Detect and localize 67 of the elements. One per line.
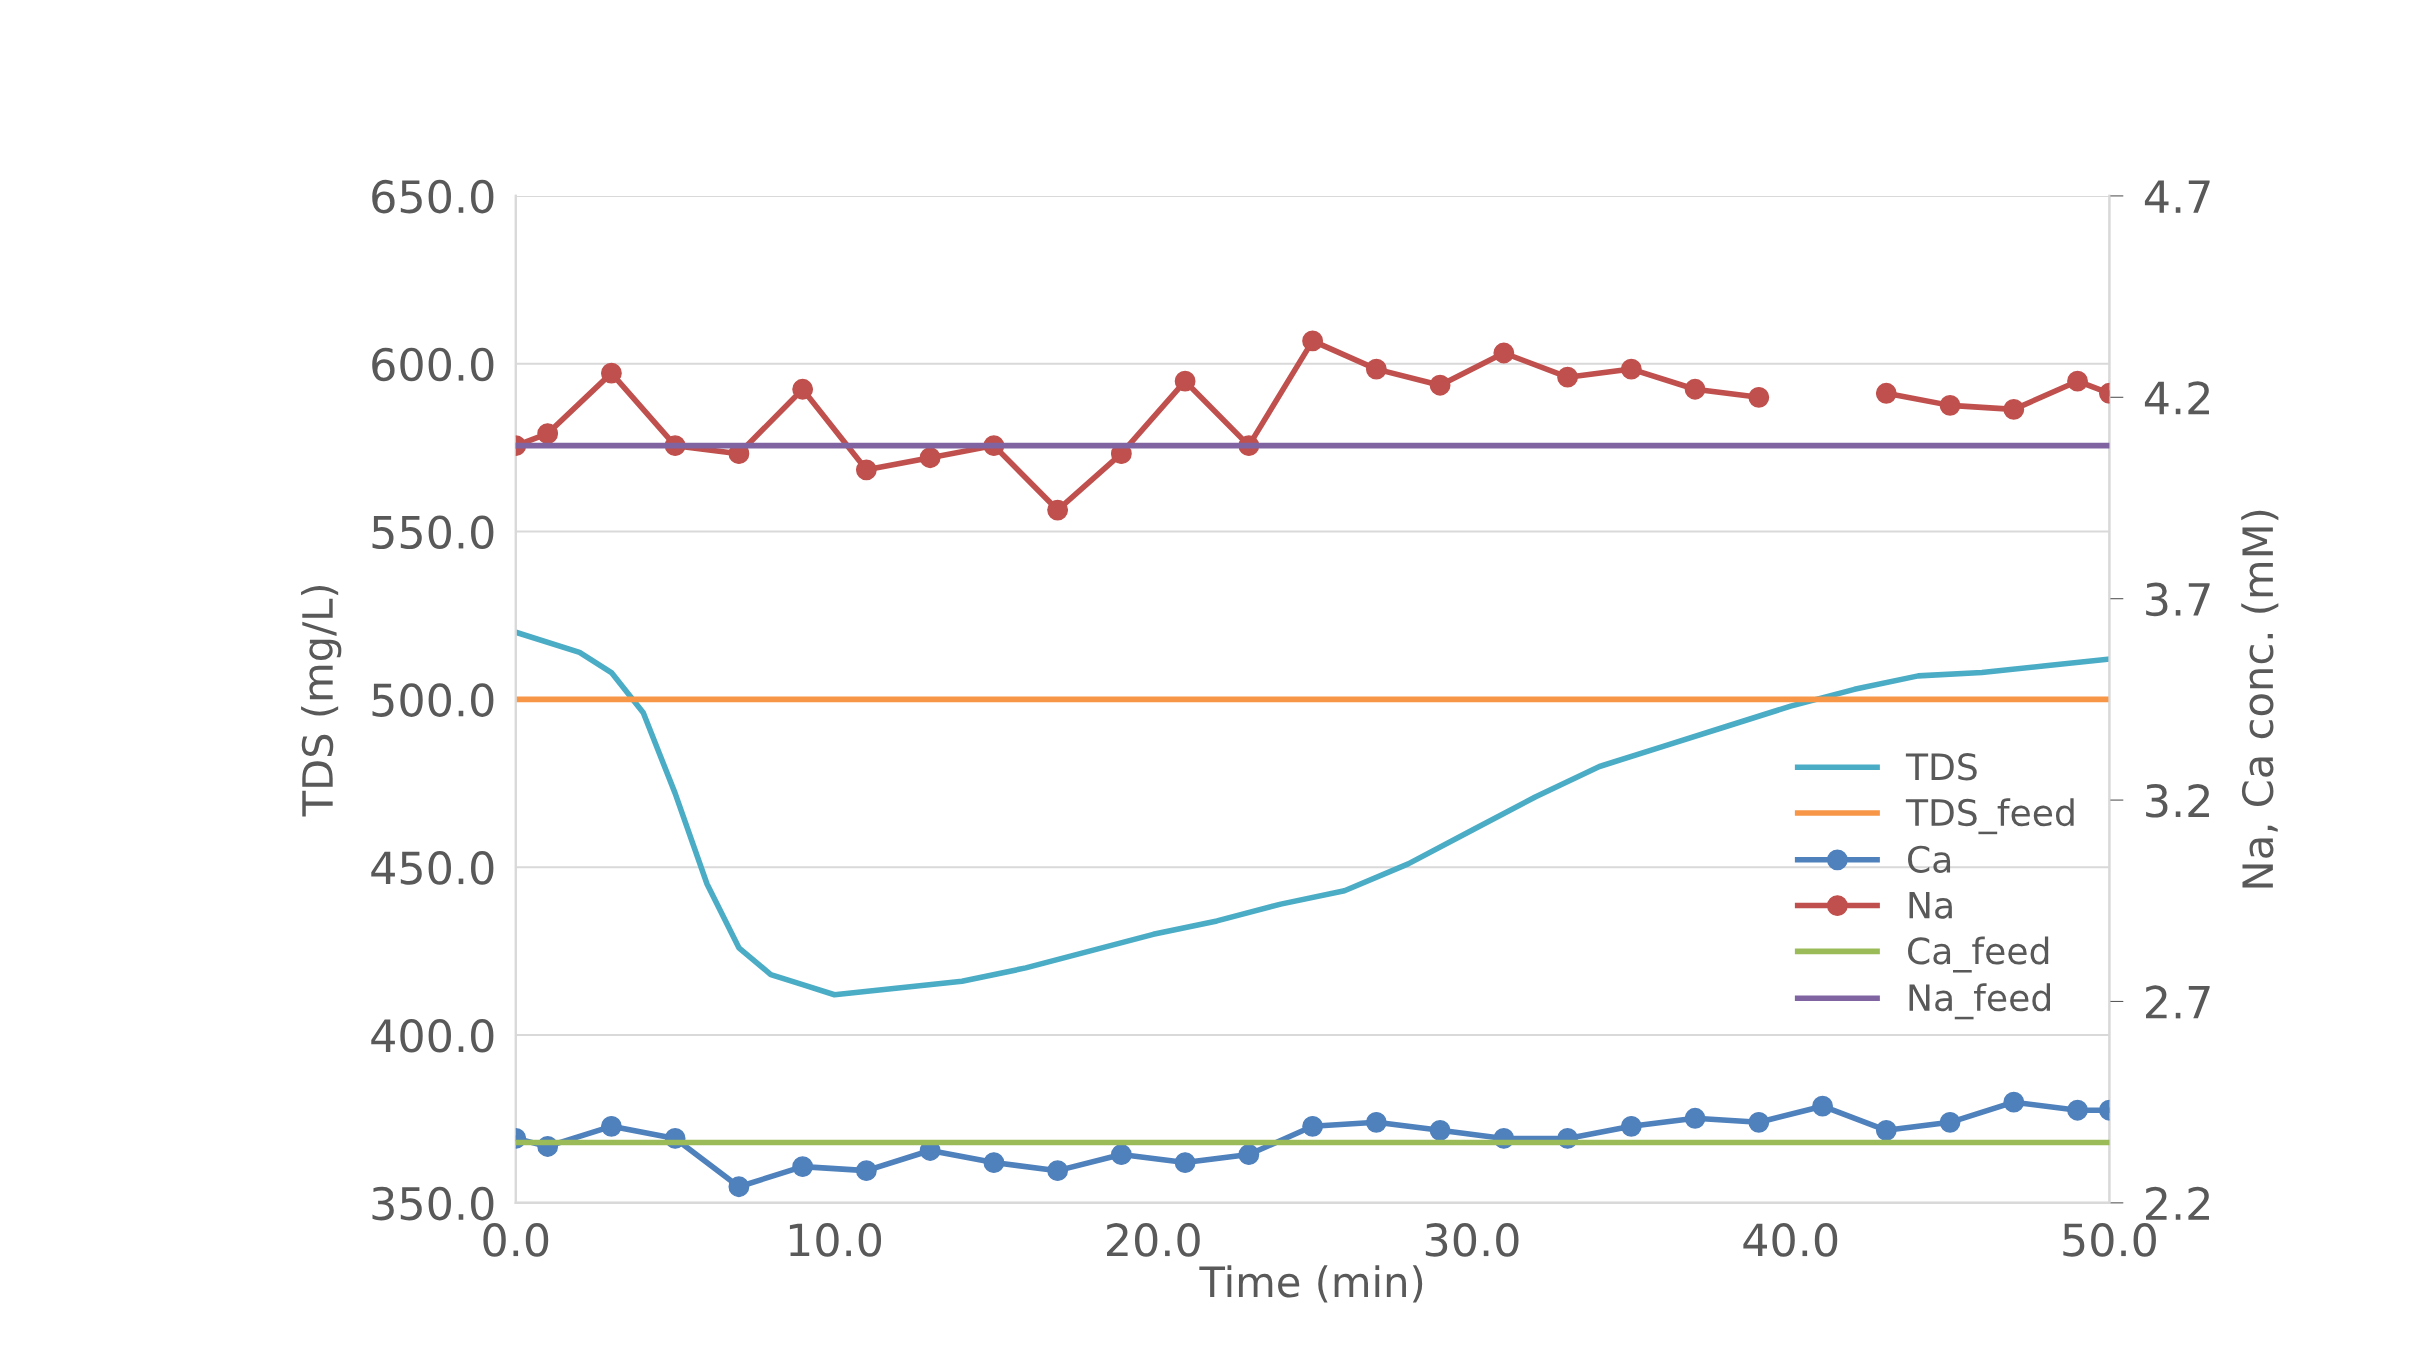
y2-tick-label: 2.7 [2146,985,2210,1019]
point [1875,1119,1897,1141]
point [1174,370,1196,392]
y-tick-label: 500.0 [372,683,494,717]
point [2067,370,2088,392]
point [855,459,877,481]
legend-label: Na [1909,891,1952,919]
point [1939,394,1961,416]
point [1365,1111,1387,1133]
x-tick-label: 20.0 [1107,1223,1200,1257]
point [1429,374,1451,396]
point [600,1115,622,1137]
point [792,378,814,400]
point [919,447,941,469]
point [2067,1099,2088,1121]
y2-tick-label: 3.7 [2146,582,2210,617]
legend-label: TDS [1905,753,1977,781]
point [1047,499,1069,521]
legend-label: Ca_feed [1908,936,2049,973]
y2-tick-label: 2.2 [2146,1186,2209,1220]
y2-axis-title: Na, Ca conc. (mM) [2241,510,2279,888]
point [1748,386,1770,408]
y-tick-label: 350.0 [372,1186,494,1221]
point [1875,382,1897,404]
point [1812,1095,1833,1117]
y2-tick-label: 4.7 [2144,180,2210,213]
y-tick-label: 600.0 [372,347,494,382]
point [2003,1091,2025,1113]
point [1620,358,1642,380]
point [537,423,559,444]
point [855,1160,877,1182]
x-tick-label: 0.0 [483,1223,549,1257]
point [600,362,622,384]
x-tick-label: 30.0 [1425,1223,1519,1257]
point [1939,1111,1961,1133]
point [1110,1144,1132,1165]
y-tick-label: 650.0 [372,179,494,214]
y-axis-title: TDS (mg/L) [301,585,342,817]
legend-label: TDS_feed [1905,798,2074,835]
legend-label: Na_feed [1909,983,2050,1020]
y2-tick-label: 3.2 [2146,783,2209,818]
point [1557,366,1579,388]
point [1238,1144,1260,1165]
x-axis-title: Time (min) [1199,1265,1423,1303]
point [2003,398,2025,420]
point [1684,378,1706,400]
legend-label: Ca [1908,845,1951,873]
point [1493,342,1515,364]
point [1365,358,1387,380]
point [728,1176,750,1198]
point [1302,330,1324,352]
y-tick-label: 400.0 [371,1018,494,1053]
y2-tick-label: 4.2 [2144,381,2209,415]
x-tick-label: 10.0 [789,1223,882,1257]
x-tick-label: 40.0 [1743,1223,1838,1257]
point [1302,1115,1324,1137]
point [1047,1160,1069,1182]
point [1429,1119,1451,1141]
point [1684,1107,1706,1129]
point [1748,1111,1770,1133]
point [792,1156,814,1178]
point [1620,1115,1642,1137]
x-tick-label: 50.0 [2063,1223,2156,1257]
y-tick-label: 450.0 [371,851,494,885]
point [983,1152,1005,1173]
y-tick-label: 550.0 [372,515,494,550]
point [1174,1152,1196,1173]
